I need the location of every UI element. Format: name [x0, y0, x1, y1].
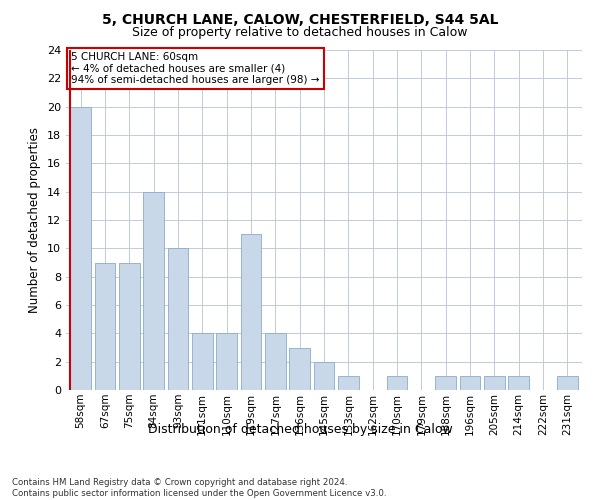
Bar	[241, 234, 262, 390]
Bar	[314, 362, 334, 390]
Text: Size of property relative to detached houses in Calow: Size of property relative to detached ho…	[132, 26, 468, 39]
Bar	[386, 376, 407, 390]
Bar	[143, 192, 164, 390]
Bar	[557, 376, 578, 390]
Bar	[192, 334, 212, 390]
Bar	[70, 106, 91, 390]
Bar	[119, 262, 140, 390]
Bar	[265, 334, 286, 390]
Bar	[460, 376, 481, 390]
Y-axis label: Number of detached properties: Number of detached properties	[28, 127, 41, 313]
Bar	[508, 376, 529, 390]
Text: Distribution of detached houses by size in Calow: Distribution of detached houses by size …	[148, 422, 452, 436]
Bar	[289, 348, 310, 390]
Text: 5, CHURCH LANE, CALOW, CHESTERFIELD, S44 5AL: 5, CHURCH LANE, CALOW, CHESTERFIELD, S44…	[102, 12, 498, 26]
Bar	[436, 376, 456, 390]
Bar	[338, 376, 359, 390]
Text: 5 CHURCH LANE: 60sqm
← 4% of detached houses are smaller (4)
94% of semi-detache: 5 CHURCH LANE: 60sqm ← 4% of detached ho…	[71, 52, 320, 85]
Bar	[216, 334, 237, 390]
Bar	[484, 376, 505, 390]
Text: Contains HM Land Registry data © Crown copyright and database right 2024.
Contai: Contains HM Land Registry data © Crown c…	[12, 478, 386, 498]
Bar	[167, 248, 188, 390]
Bar	[95, 262, 115, 390]
